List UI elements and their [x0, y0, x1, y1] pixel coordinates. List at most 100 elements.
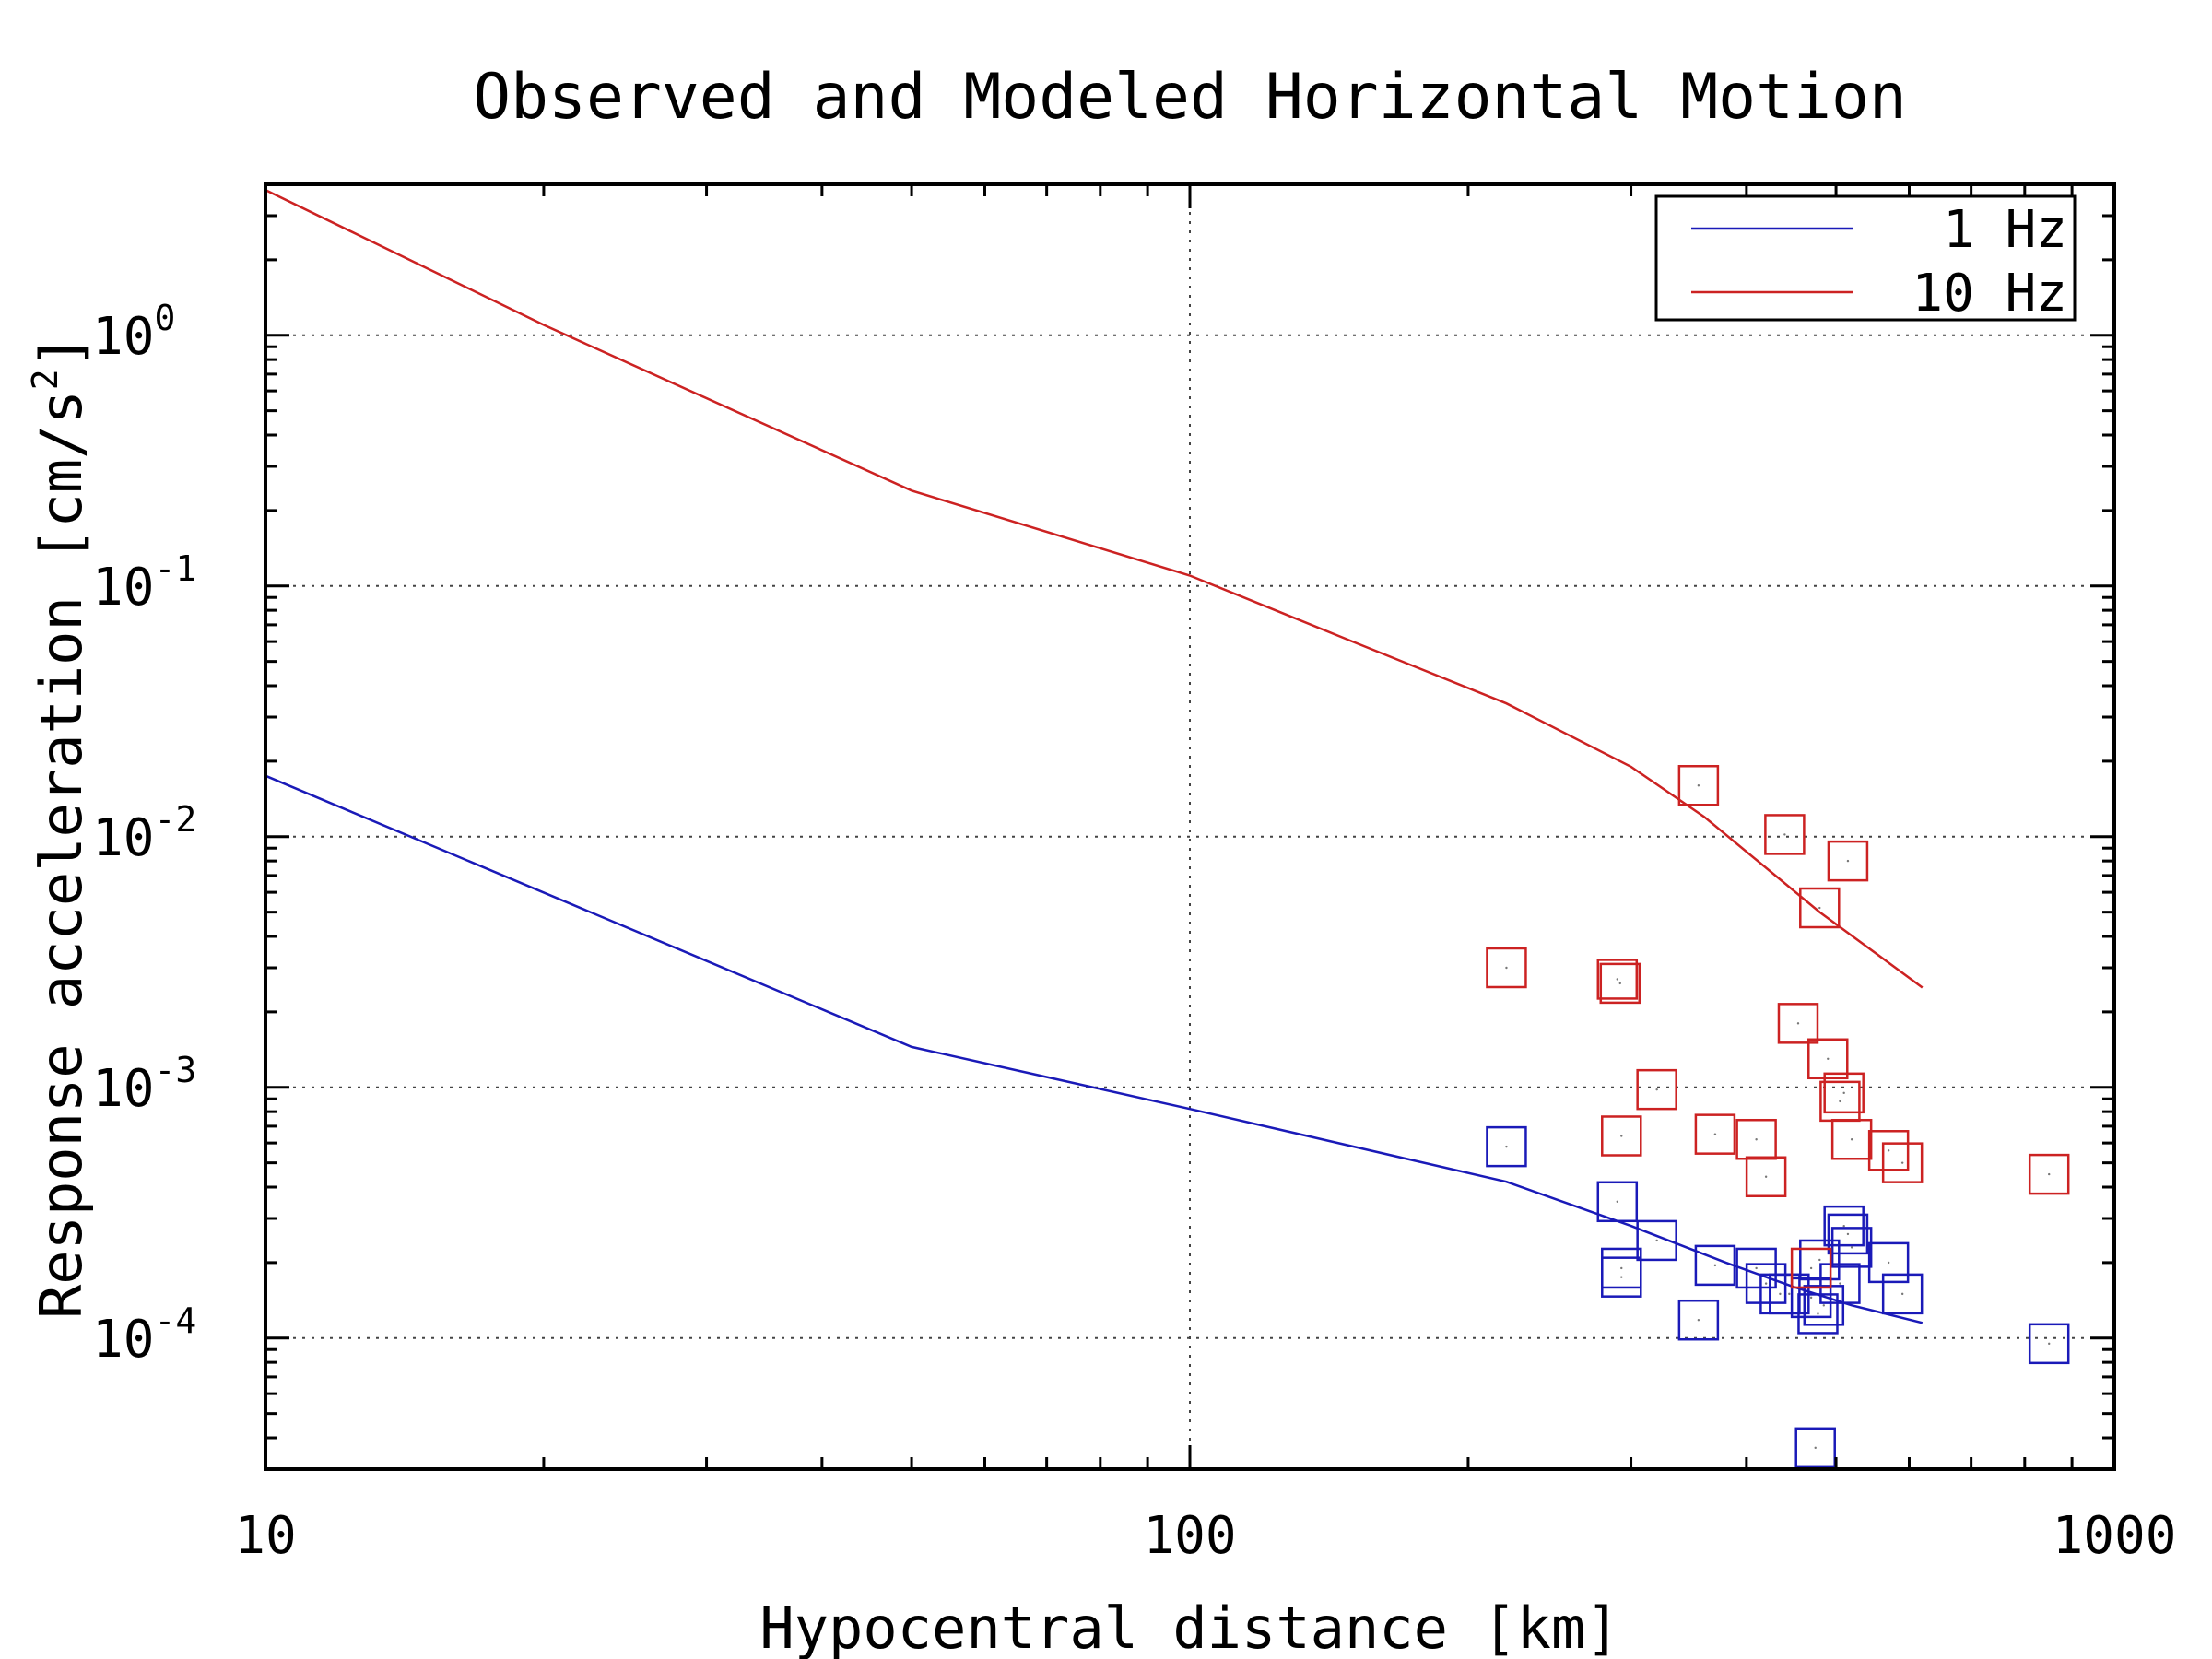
observed-point-center: [1697, 1319, 1700, 1322]
observed-point-1hz: [1677, 1299, 1720, 1341]
observed-point-10hz: [1764, 814, 1806, 855]
observed-point-center: [1814, 1446, 1817, 1450]
observed-point-center: [1850, 1246, 1853, 1249]
observed-point-center: [1827, 1057, 1830, 1060]
observed-point-10hz: [1827, 840, 1869, 882]
observed-point-1hz: [1486, 1125, 1527, 1168]
observed-point-center: [1809, 1266, 1813, 1270]
observed-point-10hz: [1807, 1038, 1849, 1080]
observed-point-center: [1850, 1138, 1853, 1141]
observed-point-10hz: [1486, 947, 1527, 989]
observed-point-10hz: [1830, 1118, 1873, 1160]
observed-point-center: [1783, 833, 1786, 836]
observed-point-1hz: [1867, 1241, 1910, 1284]
observed-point-center: [1655, 1088, 1658, 1091]
observed-point-center: [1620, 1135, 1623, 1137]
observed-point-center: [1809, 1296, 1813, 1300]
observed-point-center: [1846, 859, 1850, 863]
observed-point-1hz: [1803, 1285, 1845, 1326]
observed-point-center: [1818, 906, 1821, 910]
observed-point-1hz: [1830, 1227, 1873, 1268]
y-tick-label: 10-1: [92, 548, 196, 618]
observed-point-1hz: [1881, 1273, 1924, 1315]
chart-title: Observed and Modeled Horizontal Motion: [473, 61, 1907, 134]
observed-point-1hz: [1827, 1213, 1869, 1255]
observed-point-center: [1764, 1282, 1768, 1285]
plot-area: [265, 188, 2070, 1469]
observed-point-10hz: [1677, 764, 1720, 806]
y-axis-label-sup: 2: [25, 369, 65, 390]
y-axis-label-end: ]: [28, 335, 95, 369]
observed-point-center: [1620, 1276, 1623, 1278]
observed-point-10hz: [1694, 1113, 1736, 1155]
observed-point-center: [1817, 1312, 1819, 1315]
observed-point-1hz: [1819, 1263, 1861, 1304]
observed-point-1hz: [1596, 1181, 1639, 1223]
legend-label: 1 Hz: [1943, 200, 2067, 260]
observed-point-center: [1887, 1149, 1890, 1152]
legend-box: [1654, 194, 2077, 322]
observed-point-center: [1796, 1022, 1800, 1025]
observed-point-center: [1788, 1292, 1791, 1296]
observed-point-center: [2048, 1342, 2051, 1346]
ticks: 10 100 1000 100 10-1 10-2 10-3 10-4: [92, 182, 2177, 1566]
observed-point-1hz: [1797, 1293, 1839, 1335]
observed-point-center: [1839, 1100, 1841, 1103]
observed-point-center: [1764, 1175, 1768, 1178]
observed-point-10hz: [1599, 962, 1641, 1005]
observed-point-center: [1779, 1292, 1782, 1296]
x-tick-label: 100: [1143, 1506, 1236, 1566]
observed-point-10hz: [1823, 1072, 1865, 1114]
observed-point-10hz: [1636, 1068, 1677, 1111]
observed-point-10hz: [1867, 1130, 1910, 1171]
observed-point-10hz: [1745, 1156, 1787, 1198]
observed-point-1hz: [1794, 1427, 1836, 1469]
y-tick-label: 10-2: [92, 799, 196, 868]
observed-point-center: [1655, 1239, 1658, 1242]
observed-point-center: [1616, 978, 1618, 981]
observed-point-center: [1842, 1091, 1845, 1095]
y-tick-label: 10-3: [92, 1050, 196, 1119]
observed-point-1hz: [1601, 1256, 1642, 1298]
observed-point-1hz: [1636, 1219, 1677, 1262]
observed-point-center: [1842, 1224, 1845, 1228]
model-line-10hz: [265, 188, 1924, 989]
observed-point-center: [1616, 1200, 1618, 1203]
observed-point-center: [1505, 966, 1508, 970]
observed-point-10hz: [2028, 1153, 2070, 1195]
observed-point-10hz: [1799, 887, 1841, 929]
observed-point-center: [1618, 982, 1621, 985]
observed-point-center: [1755, 1266, 1758, 1270]
observed-point-center: [1846, 1232, 1850, 1236]
x-tick-label: 10: [234, 1506, 296, 1566]
observed-point-1hz: [1823, 1205, 1865, 1247]
model-line-1hz: [265, 774, 1924, 1324]
observed-point-1hz: [1735, 1247, 1777, 1289]
y-tick-label: 100: [92, 298, 175, 367]
observed-point-center: [1900, 1161, 1904, 1164]
observed-point-center: [1697, 784, 1700, 787]
y-tick-label: 10-4: [92, 1300, 196, 1370]
plot-frame: [264, 182, 2116, 1471]
observed-point-10hz: [1596, 959, 1639, 1000]
observed-point-center: [1755, 1138, 1758, 1141]
observed-point-1hz: [1745, 1263, 1787, 1304]
observed-point-10hz: [1735, 1118, 1777, 1160]
observed-point-center: [1818, 1258, 1821, 1262]
y-axis-label-main: Response acceleration [cm/s: [28, 390, 95, 1319]
grid: [265, 184, 2114, 1469]
x-tick-label: 1000: [2053, 1506, 2177, 1566]
y-axis-label: Response acceleration [cm/s2]: [25, 335, 95, 1319]
observed-point-center: [1900, 1292, 1904, 1296]
legend-label: 10 Hz: [1912, 264, 2067, 324]
observed-point-10hz: [1777, 1003, 1819, 1044]
observed-point-center: [1713, 1133, 1717, 1135]
observed-point-1hz: [1694, 1244, 1736, 1287]
observed-point-10hz: [1601, 1115, 1642, 1157]
observed-point-center: [1713, 1264, 1717, 1267]
x-axis-label: Hypocentral distance [km]: [759, 1594, 1619, 1659]
observed-point-center: [1505, 1145, 1508, 1148]
observed-point-1hz: [2028, 1323, 2070, 1365]
